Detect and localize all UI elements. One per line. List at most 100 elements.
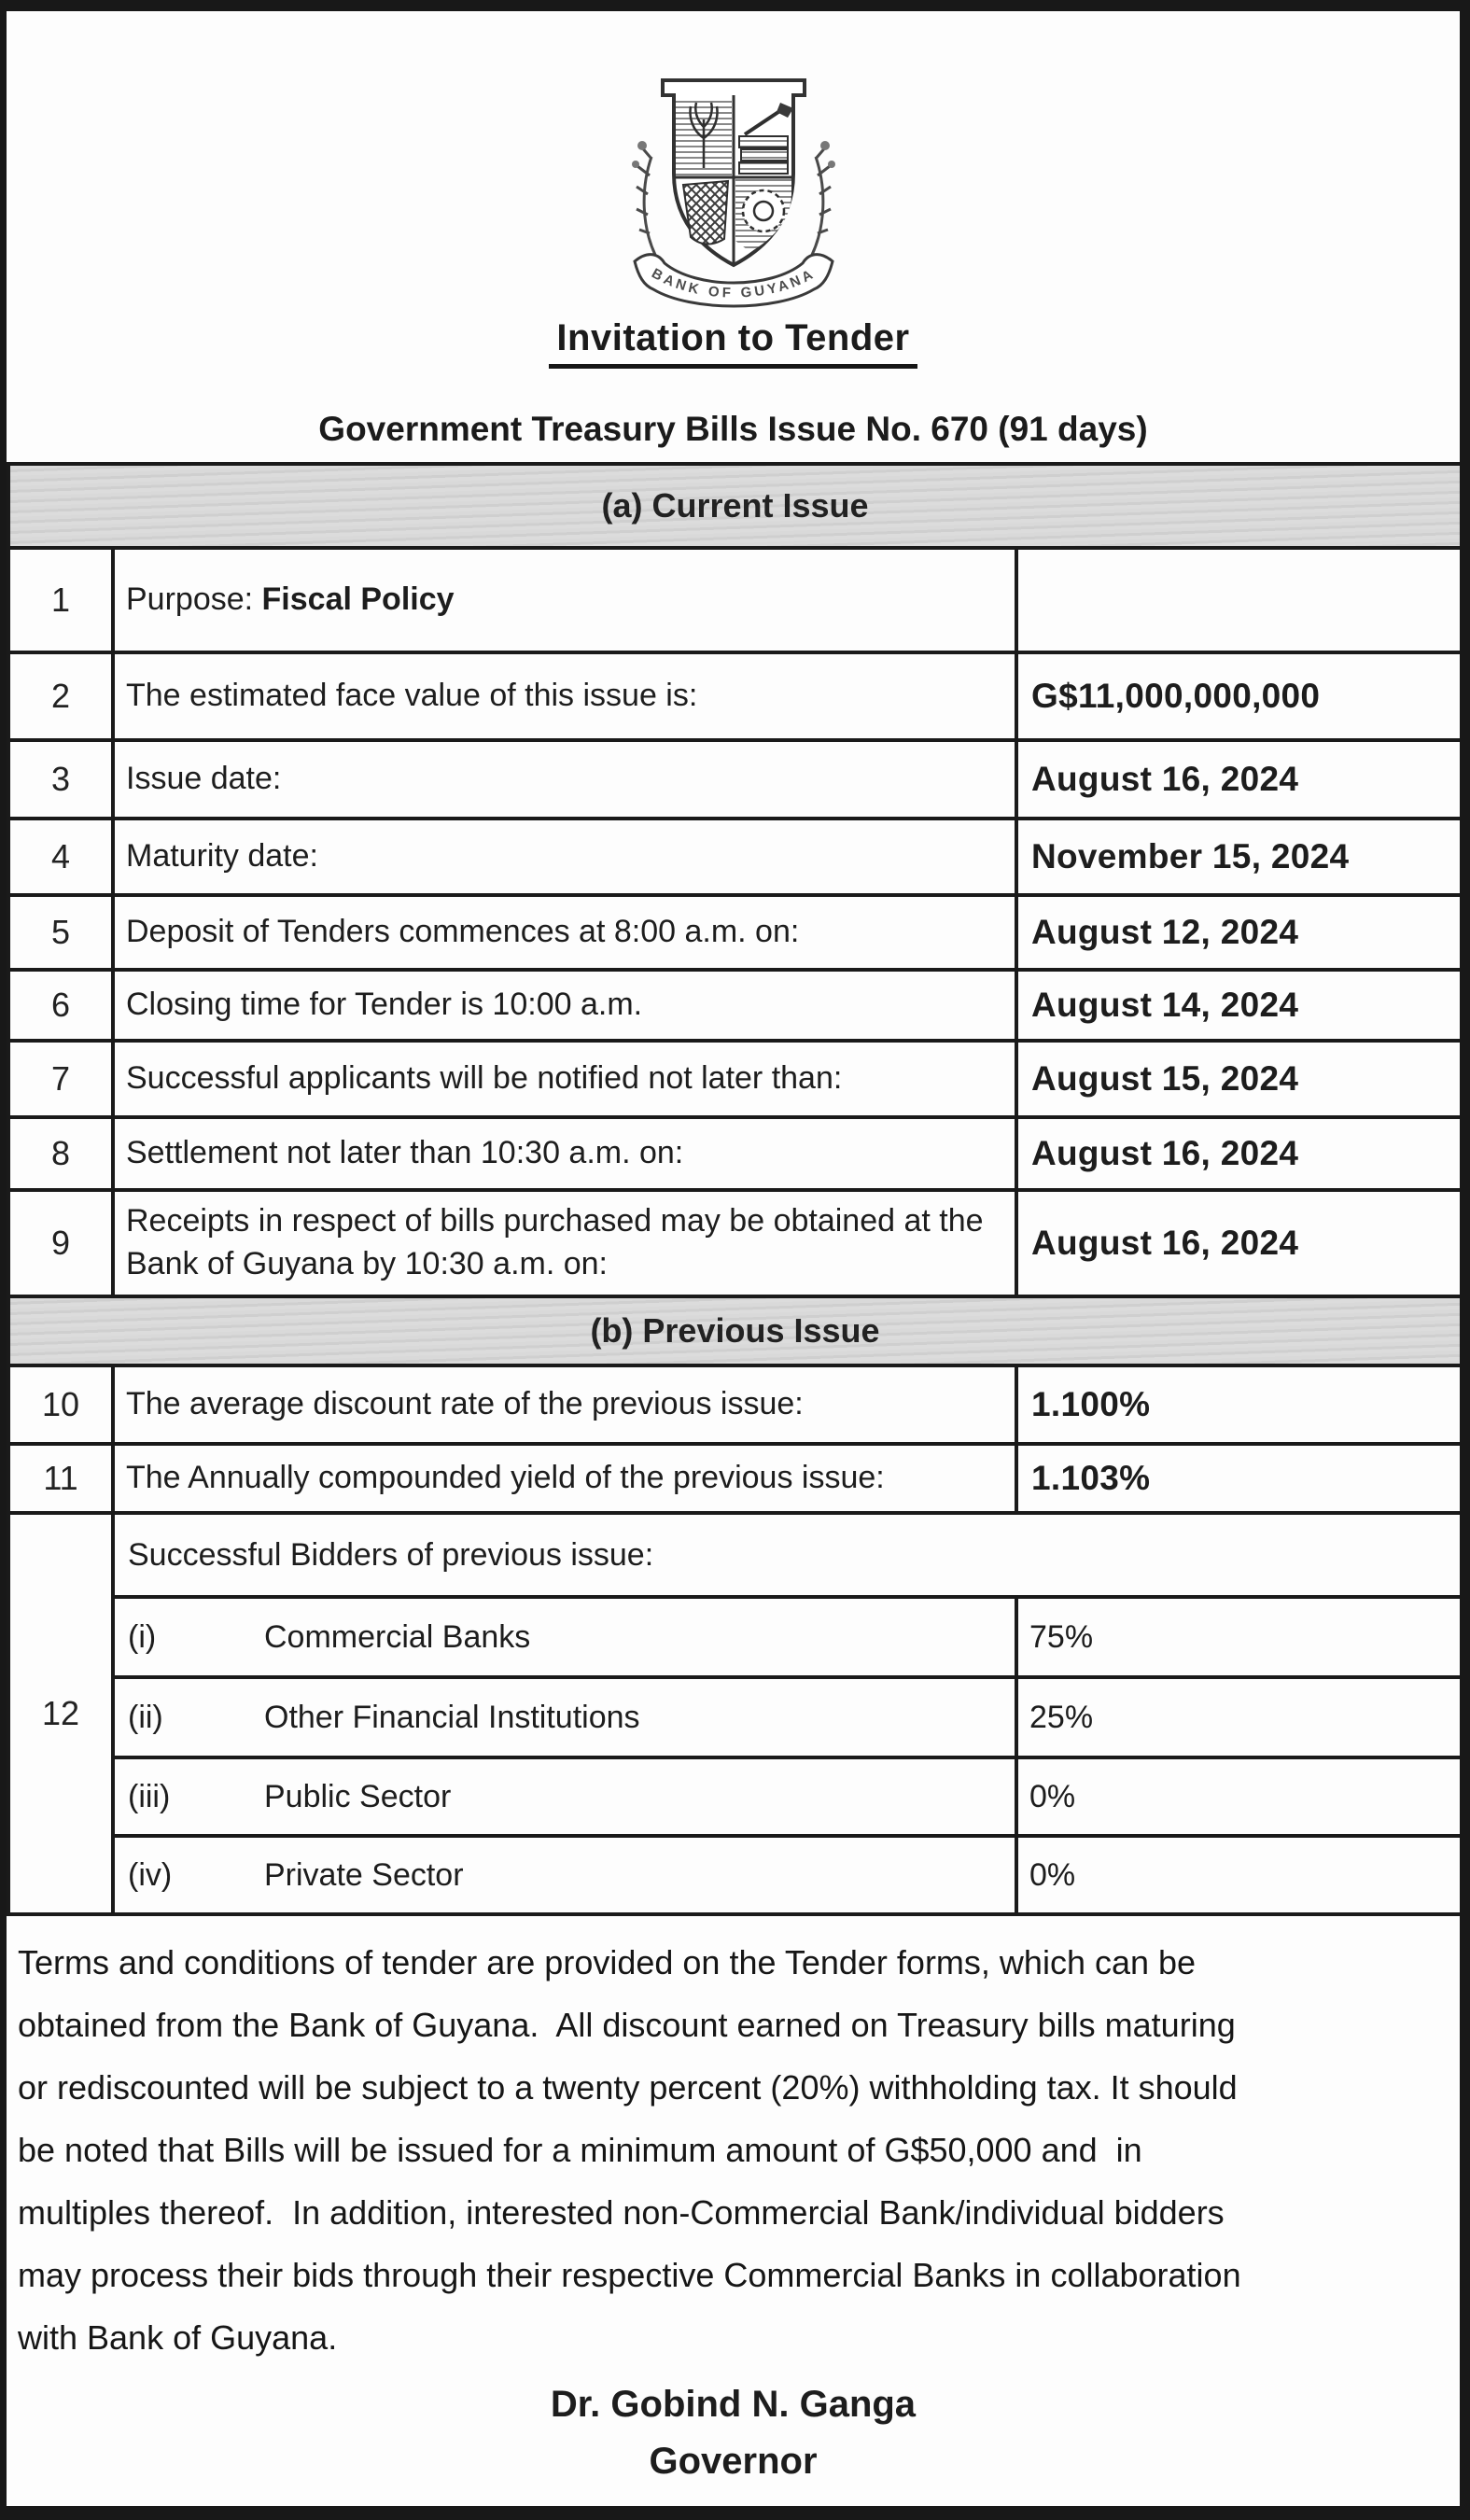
- row-label-text: Settlement not later than 10:30 a.m. on:: [126, 1135, 684, 1171]
- bidder-row: (i) Commercial Banks 75%: [8, 1595, 1460, 1679]
- row-label-bold-text: Fiscal Policy: [261, 581, 455, 618]
- row-value-cell: November 15, 2024: [1015, 817, 1460, 897]
- row-label-text: Closing time for Tender is 10:00 a.m.: [126, 987, 643, 1023]
- treasury-bills-table: (a) Current Issue 1 Purpose: Fiscal Poli…: [7, 462, 1460, 1916]
- crest-shield: [660, 78, 806, 268]
- terms-paragraph: Terms and conditions of tender are provi…: [18, 1931, 1450, 2369]
- table-row: 9 Receipts in respect of bills purchased…: [7, 1188, 1460, 1298]
- bank-of-guyana-crest-icon: BANK OF GUYANA: [631, 78, 835, 308]
- terms-line: be noted that Bills will be issued for a…: [18, 2131, 1142, 2169]
- row-value-cell: August 12, 2024: [1015, 893, 1460, 972]
- signatory-title: Governor: [649, 2441, 818, 2482]
- row-label-text: Issue date:: [126, 761, 282, 797]
- row-label-cell: The Annually compounded yield of the pre…: [111, 1442, 1018, 1515]
- table-row: 5 Deposit of Tenders commences at 8:00 a…: [7, 893, 1460, 972]
- row-number-cell: 1: [7, 546, 115, 654]
- crest-ribbon: BANK OF GUYANA: [632, 253, 834, 308]
- bidder-row: (iii) Public Sector 0%: [8, 1756, 1460, 1838]
- row-label-cell: Issue date:: [111, 738, 1018, 820]
- bidder-index: (iv): [128, 1856, 173, 1893]
- row-label-text: The estimated face value of this issue i…: [126, 678, 698, 714]
- row-value-cell: August 16, 2024: [1015, 1188, 1460, 1298]
- bidder-label: Other Financial Institutions: [264, 1699, 640, 1735]
- terms-line: or rediscounted will be subject to a twe…: [18, 2068, 1238, 2107]
- scan-bottom-bar: [7, 2506, 1460, 2520]
- row-number-cell: 9: [7, 1188, 115, 1298]
- row-label-cell: Purpose: Fiscal Policy: [111, 546, 1018, 654]
- invitation-heading: Invitation to Tender: [549, 317, 917, 369]
- row-label-cell: Successful applicants will be notified n…: [111, 1039, 1018, 1119]
- page-title: Government Treasury Bills Issue No. 670 …: [318, 410, 1148, 448]
- table-row: 4 Maturity date: November 15, 2024: [7, 817, 1460, 897]
- terms-line: with Bank of Guyana.: [18, 2318, 338, 2357]
- terms-line: obtained from the Bank of Guyana. All di…: [18, 2006, 1236, 2044]
- row-number-cell: 7: [7, 1039, 115, 1119]
- terms-line: multiples thereof. In addition, interest…: [18, 2193, 1225, 2232]
- table-row: 2 The estimated face value of this issue…: [7, 651, 1460, 742]
- row-number-cell: 10: [7, 1364, 115, 1446]
- row-number-cell: 2: [7, 651, 115, 742]
- row-number-cell: 12: [7, 1511, 115, 1916]
- row-value-cell: G$11,000,000,000: [1015, 651, 1460, 742]
- bidder-value-cell: 0%: [1015, 1756, 1460, 1838]
- bidders-header-row: 12 Successful Bidders of previous issue:: [7, 1511, 1460, 1916]
- row-label-cell: Settlement not later than 10:30 a.m. on:: [111, 1115, 1018, 1192]
- bidder-index: (i): [128, 1618, 157, 1655]
- table-row: 7 Successful applicants will be notified…: [7, 1039, 1460, 1119]
- bidder-label-cell: (iii) Public Sector: [111, 1756, 1018, 1838]
- row-label-cell: Maturity date:: [111, 817, 1018, 897]
- signatory-name: Dr. Gobind N. Ganga: [550, 2384, 917, 2425]
- table-row: 10 The average discount rate of the prev…: [7, 1364, 1460, 1446]
- section-header-current-label: (a) Current Issue: [7, 462, 1460, 550]
- bidder-label: Private Sector: [264, 1856, 464, 1893]
- bidder-index: (iii): [128, 1778, 171, 1814]
- bidder-label-cell: (ii) Other Financial Institutions: [111, 1675, 1018, 1759]
- row-label-text: Successful applicants will be notified n…: [126, 1060, 843, 1097]
- bidder-value-cell: 75%: [1015, 1595, 1460, 1679]
- bidder-label: Commercial Banks: [264, 1618, 531, 1655]
- row-label-cell: The estimated face value of this issue i…: [111, 651, 1018, 742]
- bidder-index: (ii): [128, 1699, 163, 1735]
- bidder-row: (iv) Private Sector 0%: [8, 1834, 1460, 1916]
- table-row: 1 Purpose: Fiscal Policy: [7, 546, 1460, 654]
- row-label-cell: Deposit of Tenders commences at 8:00 a.m…: [111, 893, 1018, 972]
- row-value-cell: August 16, 2024: [1015, 1115, 1460, 1192]
- row-number-cell: 4: [7, 817, 115, 897]
- bidder-row: (ii) Other Financial Institutions 25%: [8, 1675, 1460, 1759]
- row-label-text: Purpose:: [126, 581, 262, 618]
- section-header-current: (a) Current Issue: [7, 462, 1460, 550]
- table-row: 11 The Annually compounded yield of the …: [7, 1442, 1460, 1515]
- row-label-text: The average discount rate of the previou…: [126, 1386, 804, 1422]
- bidder-value-cell: 25%: [1015, 1675, 1460, 1759]
- row-value-cell: [1015, 546, 1460, 654]
- row-number-cell: 11: [7, 1442, 115, 1515]
- row-number-cell: 8: [7, 1115, 115, 1192]
- bidder-label-cell: (iv) Private Sector: [111, 1834, 1018, 1916]
- table-row: 8 Settlement not later than 10:30 a.m. o…: [7, 1115, 1460, 1192]
- row-number-cell: 6: [7, 968, 115, 1043]
- row-label-cell: The average discount rate of the previou…: [111, 1364, 1018, 1446]
- row-number-cell: 3: [7, 738, 115, 820]
- section-header-previous: (b) Previous Issue: [7, 1295, 1460, 1367]
- table-row: 6 Closing time for Tender is 10:00 a.m. …: [7, 968, 1460, 1043]
- row-label-cell: Closing time for Tender is 10:00 a.m.: [111, 968, 1018, 1043]
- row-label-text: Maturity date:: [126, 838, 318, 875]
- crest-right-cane: [810, 141, 835, 256]
- terms-line: Terms and conditions of tender are provi…: [18, 1943, 1197, 1981]
- row-value-cell: August 16, 2024: [1015, 738, 1460, 820]
- row-value-cell: August 14, 2024: [1015, 968, 1460, 1043]
- terms-line: may process their bids through their res…: [18, 2256, 1241, 2294]
- bidder-value-cell: 0%: [1015, 1834, 1460, 1916]
- row-label-text: Receipts in respect of bills purchased m…: [126, 1203, 984, 1281]
- bidder-label-cell: (i) Commercial Banks: [111, 1595, 1018, 1679]
- bidders-header-cell: Successful Bidders of previous issue:: [111, 1511, 1460, 1599]
- bidder-label: Public Sector: [264, 1778, 452, 1814]
- table-row: 3 Issue date: August 16, 2024: [7, 738, 1460, 820]
- row-label-text: Deposit of Tenders commences at 8:00 a.m…: [126, 914, 800, 950]
- row-number-cell: 5: [7, 893, 115, 972]
- row-label-cell: Receipts in respect of bills purchased m…: [111, 1188, 1018, 1298]
- row-value-cell: August 15, 2024: [1015, 1039, 1460, 1119]
- row-label-text: The Annually compounded yield of the pre…: [126, 1460, 885, 1496]
- crest-left-cane: [631, 141, 656, 256]
